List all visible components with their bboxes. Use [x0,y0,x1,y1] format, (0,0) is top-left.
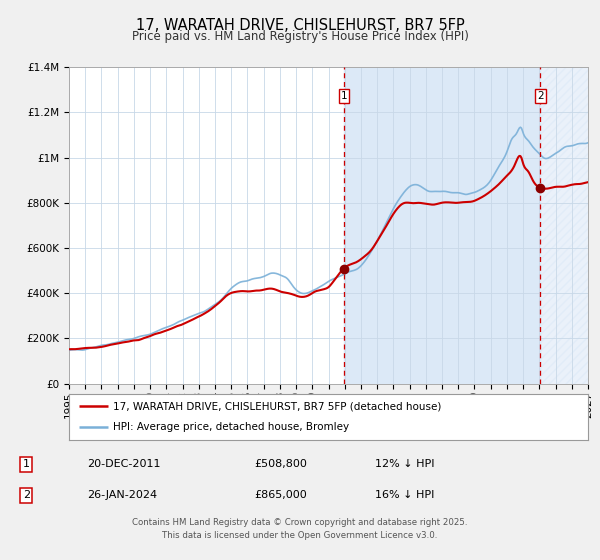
Text: HPI: Average price, detached house, Bromley: HPI: Average price, detached house, Brom… [113,422,349,432]
Text: 1: 1 [341,91,347,101]
Text: Price paid vs. HM Land Registry's House Price Index (HPI): Price paid vs. HM Land Registry's House … [131,30,469,44]
Text: This data is licensed under the Open Government Licence v3.0.: This data is licensed under the Open Gov… [163,531,437,540]
Text: 20-DEC-2011: 20-DEC-2011 [87,459,160,469]
Text: 12% ↓ HPI: 12% ↓ HPI [375,459,434,469]
Text: 2: 2 [537,91,544,101]
Text: 17, WARATAH DRIVE, CHISLEHURST, BR7 5FP: 17, WARATAH DRIVE, CHISLEHURST, BR7 5FP [136,18,464,32]
Bar [541,67,588,384]
Text: 17, WARATAH DRIVE, CHISLEHURST, BR7 5FP (detached house): 17, WARATAH DRIVE, CHISLEHURST, BR7 5FP … [113,401,442,411]
Text: 26-JAN-2024: 26-JAN-2024 [87,490,157,500]
Text: 1: 1 [23,459,30,469]
Text: 16% ↓ HPI: 16% ↓ HPI [375,490,434,500]
Bar [344,67,541,384]
Text: 2: 2 [23,490,30,500]
Text: £865,000: £865,000 [254,490,307,500]
Text: £508,800: £508,800 [254,459,307,469]
Text: Contains HM Land Registry data © Crown copyright and database right 2025.: Contains HM Land Registry data © Crown c… [132,518,468,527]
